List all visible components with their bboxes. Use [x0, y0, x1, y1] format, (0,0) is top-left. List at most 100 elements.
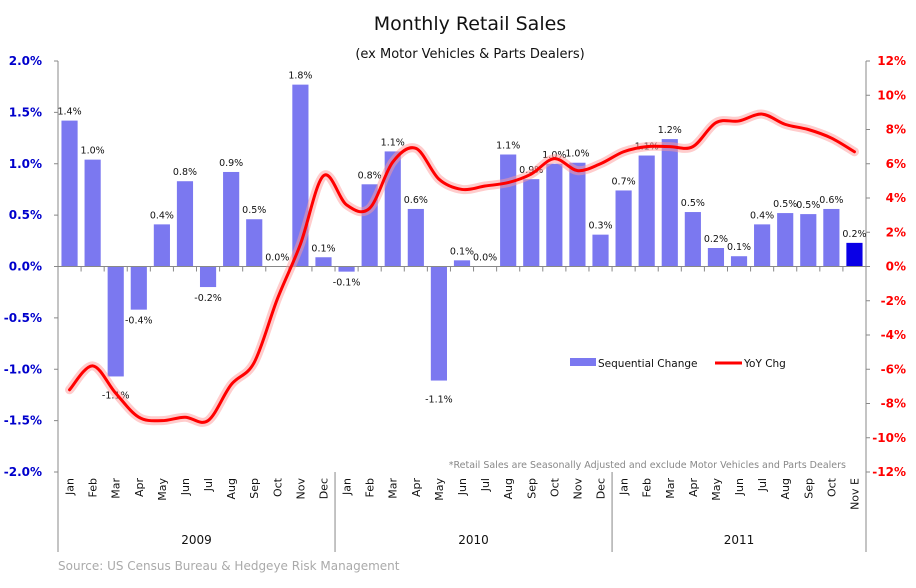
- bar-data-label: 1.4%: [57, 107, 81, 118]
- year-label: 2011: [724, 533, 755, 547]
- bar-data-label: 0.5%: [796, 200, 820, 211]
- x-axis-label: Jun: [179, 478, 192, 496]
- x-axis-label: Feb: [364, 478, 377, 497]
- bar-sequential-change: [130, 266, 147, 310]
- bar-sequential-change: [246, 219, 263, 267]
- bar-data-label: -0.2%: [194, 293, 222, 304]
- bar-sequential-change: [569, 162, 586, 267]
- right-axis-tick-label: -6%: [881, 362, 906, 376]
- bar-sequential-change: [384, 151, 401, 267]
- year-label: 2009: [181, 533, 212, 547]
- bar-data-label: 1.8%: [288, 71, 312, 82]
- bar-data-label: 0.2%: [842, 229, 866, 240]
- legend-label-sequential: Sequential Change: [598, 358, 697, 370]
- x-axis-label: Dec: [595, 478, 608, 499]
- bar-sequential-change: [615, 190, 632, 267]
- x-axis-label: Jun: [733, 478, 746, 496]
- left-axis-tick-label: -1.0%: [4, 362, 42, 376]
- legend-swatch-sequential: [570, 358, 596, 366]
- left-axis-tick-label: 0.5%: [9, 208, 42, 222]
- bar-sequential-change: [846, 242, 863, 267]
- right-axis-tick-label: 10%: [877, 88, 906, 102]
- legend-label-yoy: YoY Chg: [743, 358, 786, 370]
- x-axis-label: Mar: [387, 478, 400, 499]
- x-axis-label: Sep: [248, 478, 261, 499]
- left-axis-tick-label: 1.0%: [9, 157, 42, 171]
- bar-data-label: -1.1%: [425, 395, 453, 406]
- x-axis-label: Oct: [271, 477, 284, 497]
- bar-data-label: 0.6%: [819, 195, 843, 206]
- right-axis-tick-label: 6%: [886, 157, 906, 171]
- bar-sequential-change: [523, 179, 540, 267]
- bar-sequential-change: [754, 224, 771, 267]
- footnote: *Retail Sales are Seasonally Adjusted an…: [449, 460, 846, 471]
- x-axis-label: Nov E: [848, 478, 861, 510]
- left-axis-tick-label: 2.0%: [9, 54, 42, 68]
- x-axis-label: Aug: [225, 478, 238, 499]
- bar-data-label: 1.1%: [381, 137, 405, 148]
- bar-sequential-change: [199, 266, 217, 288]
- bar-data-label: 0.9%: [219, 158, 243, 169]
- bar-data-label: 0.1%: [450, 246, 474, 257]
- bar-sequential-change: [407, 208, 424, 267]
- bar-data-label: 0.2%: [704, 234, 728, 245]
- bar-sequential-change: [823, 208, 840, 267]
- bar-data-label: 0.4%: [150, 210, 174, 221]
- bar-data-label: 0.5%: [242, 205, 266, 216]
- bar-data-label: 0.5%: [773, 199, 797, 210]
- x-axis-label: Dec: [317, 478, 330, 499]
- x-axis-label: Mar: [664, 478, 677, 499]
- bar-sequential-change: [315, 257, 332, 267]
- bar-sequential-change: [730, 256, 748, 267]
- bar-sequential-change: [500, 154, 517, 267]
- bar-sequential-change: [453, 260, 471, 267]
- x-axis-label: Nov: [571, 478, 584, 500]
- right-axis-tick-label: -4%: [881, 328, 906, 342]
- right-axis-tick-label: 8%: [886, 123, 906, 137]
- bar-sequential-change: [684, 212, 701, 267]
- bar-sequential-change: [107, 266, 124, 377]
- year-label: 2010: [458, 533, 489, 547]
- bar-sequential-change: [153, 224, 170, 267]
- x-axis-label: Sep: [525, 478, 538, 499]
- x-axis-label: Apr: [687, 478, 700, 498]
- x-axis-label: Sep: [802, 478, 815, 499]
- bar-data-label: 0.7%: [612, 176, 636, 187]
- x-axis-label: Feb: [87, 478, 100, 497]
- x-axis-label: Jul: [479, 478, 492, 492]
- left-axis-tick-label: -1.5%: [4, 414, 42, 428]
- bar-sequential-change: [638, 155, 655, 267]
- right-axis-tick-label: 0%: [886, 260, 906, 274]
- chart-subtitle: (ex Motor Vehicles & Parts Dealers): [355, 47, 584, 62]
- left-axis-tick-label: 0.0%: [9, 260, 42, 274]
- source-note: Source: US Census Bureau & Hedgeye Risk …: [58, 559, 400, 573]
- x-axis-label: Feb: [641, 478, 654, 497]
- bar-data-label: 0.1%: [311, 243, 335, 254]
- right-axis-tick-label: 2%: [886, 225, 906, 239]
- bar-sequential-change: [707, 248, 725, 267]
- x-axis-label: Jan: [618, 478, 631, 496]
- x-axis-label: Apr: [410, 478, 423, 498]
- bar-data-label: 1.0%: [81, 146, 105, 157]
- legend: Sequential Change YoY Chg: [570, 358, 786, 370]
- bar-sequential-change: [176, 181, 194, 267]
- left-axis-tick-label: -2.0%: [4, 465, 42, 479]
- left-axis-tick-label: -0.5%: [4, 311, 42, 325]
- right-axis-tick-label: 12%: [877, 54, 906, 68]
- bar-data-label: 0.4%: [750, 210, 774, 221]
- bar-data-label: 0.0%: [265, 253, 289, 264]
- x-axis-label: Mar: [110, 478, 123, 499]
- bar-data-label: 1.2%: [658, 125, 682, 136]
- bar-data-label: 0.0%: [473, 253, 497, 264]
- bar-data-label: 0.8%: [358, 170, 382, 181]
- x-axis-label: Aug: [502, 478, 515, 499]
- x-axis-label: Oct: [825, 477, 838, 497]
- bar-data-label: 1.0%: [565, 149, 589, 160]
- left-axis-tick-label: 1.5%: [9, 105, 42, 119]
- x-axis-label: Apr: [133, 478, 146, 498]
- bar-sequential-change: [777, 213, 794, 267]
- bar-sequential-change: [430, 266, 447, 381]
- bar-sequential-change: [661, 139, 678, 267]
- bar-data-label: -0.1%: [333, 278, 361, 289]
